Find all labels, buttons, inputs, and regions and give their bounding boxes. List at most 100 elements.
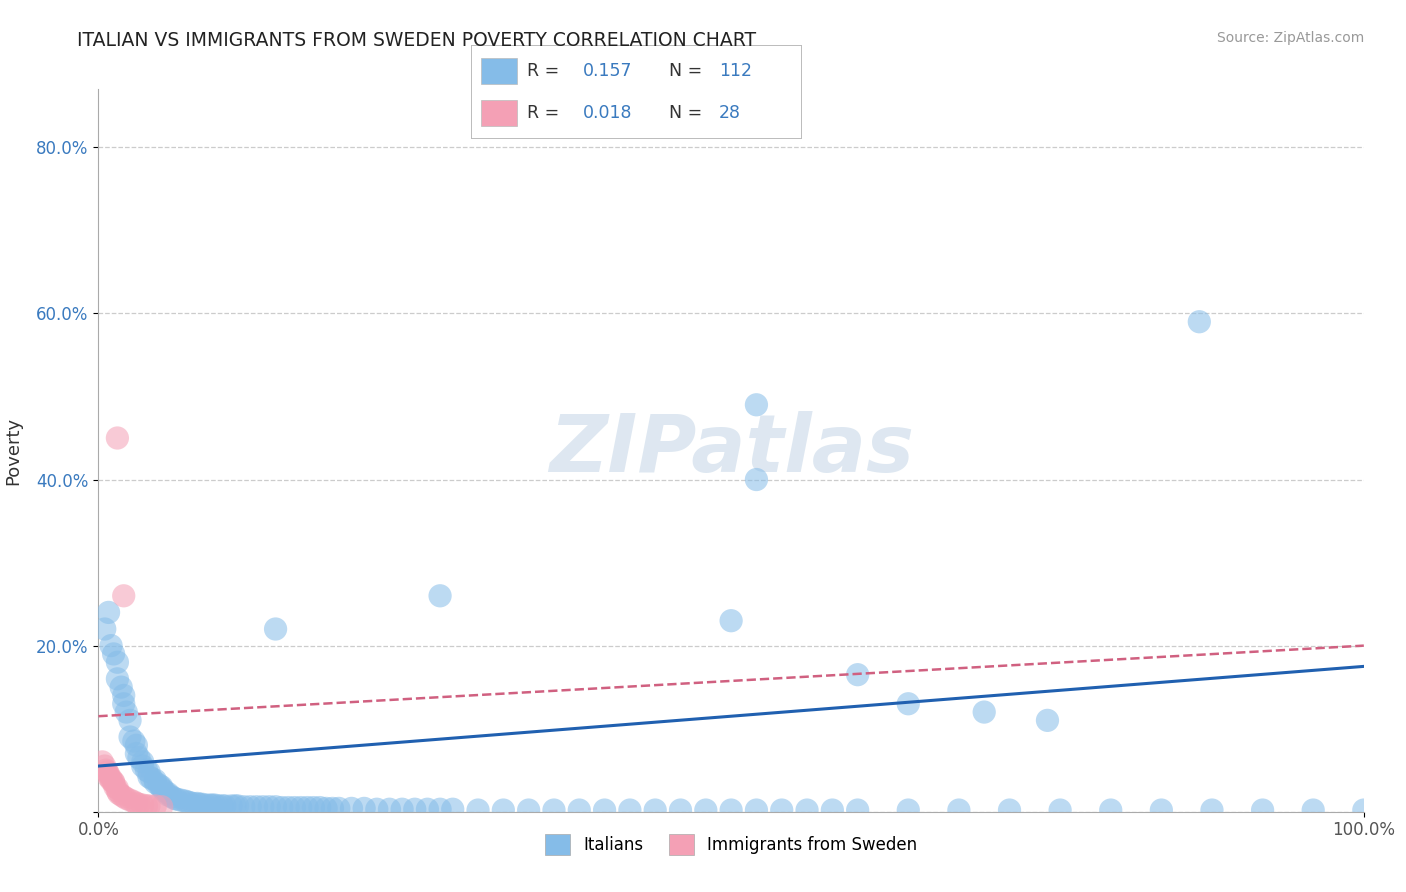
Point: [93, 759, 117, 773]
Legend: Italians, Immigrants from Sweden: Italians, Immigrants from Sweden: [538, 828, 924, 861]
Point: [103, 647, 125, 661]
Point: [169, 793, 191, 807]
Point: [467, 803, 489, 817]
Point: [593, 803, 616, 817]
Point: [1302, 803, 1324, 817]
Point: [138, 764, 160, 779]
Point: [246, 799, 269, 814]
Point: [120, 714, 141, 728]
Point: [107, 655, 129, 669]
Point: [644, 803, 666, 817]
Point: [150, 799, 173, 814]
Point: [186, 797, 208, 811]
Point: [115, 791, 138, 805]
Point: [128, 797, 150, 812]
Point: [897, 697, 920, 711]
Point: [122, 795, 145, 809]
Point: [128, 750, 150, 764]
Bar: [481, 100, 517, 126]
Point: [226, 798, 249, 813]
Point: [1353, 803, 1375, 817]
Point: [125, 747, 148, 761]
Point: [157, 787, 180, 801]
Text: N =: N =: [669, 62, 709, 79]
Point: [132, 798, 155, 813]
Point: [141, 772, 163, 786]
Point: [157, 788, 180, 802]
Point: [796, 803, 818, 817]
Point: [517, 803, 540, 817]
Point: [897, 803, 920, 817]
Point: [429, 589, 451, 603]
Point: [107, 781, 129, 796]
Point: [94, 763, 117, 777]
Point: [150, 780, 173, 794]
Point: [122, 734, 145, 748]
Point: [100, 772, 122, 786]
Point: [1049, 803, 1071, 817]
Point: [145, 773, 166, 788]
Point: [619, 803, 641, 817]
Point: [104, 780, 127, 794]
Text: N =: N =: [669, 104, 709, 122]
Text: ITALIAN VS IMMIGRANTS FROM SWEDEN POVERTY CORRELATION CHART: ITALIAN VS IMMIGRANTS FROM SWEDEN POVERT…: [77, 31, 756, 50]
Point: [183, 797, 205, 811]
Point: [669, 803, 692, 817]
Point: [132, 755, 155, 769]
Point: [194, 798, 218, 813]
Point: [404, 802, 426, 816]
Point: [1036, 714, 1059, 728]
Point: [93, 622, 117, 636]
Point: [297, 800, 319, 814]
Point: [191, 797, 214, 812]
Text: R =: R =: [527, 104, 565, 122]
Point: [107, 787, 129, 801]
Text: 28: 28: [718, 104, 741, 122]
Point: [112, 589, 135, 603]
Point: [543, 803, 565, 817]
Point: [125, 739, 148, 753]
Point: [160, 789, 183, 804]
Point: [391, 802, 413, 816]
Point: [302, 800, 325, 814]
Point: [138, 798, 160, 813]
Point: [745, 398, 768, 412]
Point: [264, 799, 287, 814]
Text: Source: ZipAtlas.com: Source: ZipAtlas.com: [1216, 31, 1364, 45]
Point: [135, 763, 157, 777]
Point: [145, 798, 166, 813]
Point: [720, 614, 742, 628]
Point: [145, 775, 166, 789]
Point: [107, 672, 129, 686]
Point: [103, 774, 125, 789]
Point: [309, 800, 332, 814]
Point: [1099, 803, 1122, 817]
Point: [204, 798, 226, 813]
Point: [270, 800, 294, 814]
Point: [1251, 803, 1274, 817]
Point: [214, 798, 236, 813]
Point: [107, 431, 129, 445]
Point: [846, 803, 869, 817]
Point: [208, 798, 231, 813]
Point: [176, 795, 198, 809]
Point: [846, 667, 869, 681]
Point: [429, 802, 451, 816]
Text: 0.018: 0.018: [583, 104, 633, 122]
Point: [150, 781, 173, 796]
Point: [720, 803, 742, 817]
Point: [568, 803, 591, 817]
Point: [112, 789, 135, 804]
Point: [132, 759, 155, 773]
Point: [91, 755, 114, 769]
Text: ZIPatlas: ZIPatlas: [548, 411, 914, 490]
Bar: [481, 58, 517, 84]
Point: [112, 689, 135, 703]
Point: [233, 799, 256, 814]
Point: [284, 800, 307, 814]
Point: [259, 799, 281, 814]
Point: [97, 770, 120, 784]
Point: [224, 798, 246, 813]
Point: [366, 802, 388, 816]
Point: [97, 767, 120, 781]
